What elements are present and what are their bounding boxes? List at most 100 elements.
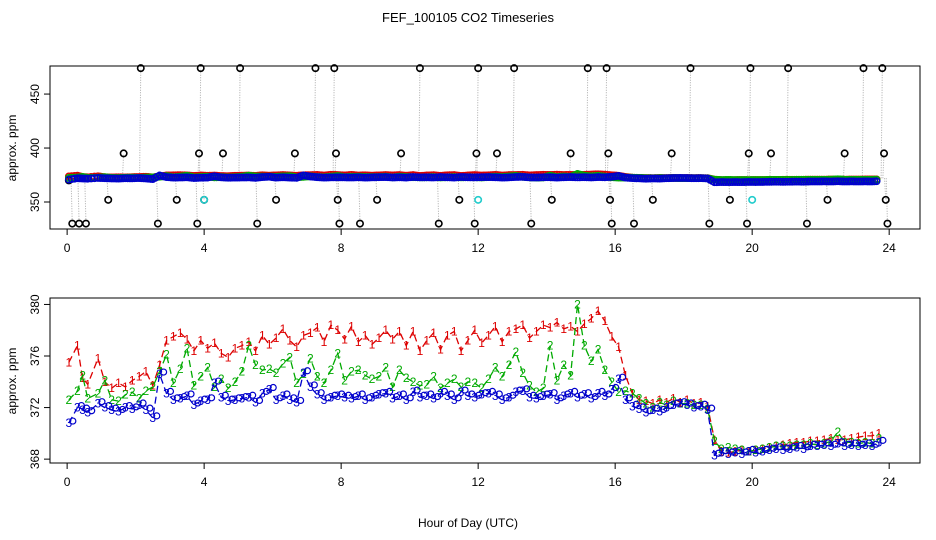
series-marker-2: 2 <box>122 388 129 402</box>
series-point-3 <box>591 392 599 401</box>
series-point-3 <box>420 391 428 399</box>
series-marker-3: 3 <box>307 380 314 394</box>
reference-point <box>767 149 776 158</box>
series-marker-2: 2 <box>643 397 650 411</box>
series-marker-2: 2 <box>79 368 86 382</box>
series-marker-1: 1 <box>362 328 369 342</box>
series-marker-2: 2 <box>718 442 725 456</box>
reference-connector <box>586 68 589 179</box>
series-marker-3: 3 <box>834 437 841 451</box>
series-point-3 <box>790 443 798 451</box>
bottom-ytick-label: 380 <box>28 294 42 314</box>
series-marker-3: 3 <box>101 401 108 415</box>
series-marker-2: 2 <box>636 392 643 406</box>
series-marker-3: 3 <box>115 404 122 418</box>
series-point-3 <box>249 391 257 399</box>
series-point-3 <box>550 389 558 397</box>
series-marker-3: 3 <box>286 393 293 407</box>
series-marker-3: 3 <box>314 388 321 402</box>
series-point-3 <box>262 387 270 395</box>
series-point-3 <box>776 443 784 451</box>
series-point-3 <box>242 392 250 401</box>
reference-point <box>335 219 344 228</box>
series-marker-2: 2 <box>396 363 403 377</box>
series-marker-3: 3 <box>451 393 458 407</box>
reference-point <box>629 219 638 228</box>
series-marker-3: 3 <box>800 442 807 456</box>
series-point-3 <box>612 383 620 392</box>
series-marker-3: 3 <box>506 390 513 404</box>
series-marker-2: 2 <box>711 434 718 448</box>
series-point-3 <box>379 389 387 397</box>
reference-connector <box>358 178 361 224</box>
series-point-3 <box>338 390 346 398</box>
reference-connector <box>842 153 846 179</box>
series-marker-3: 3 <box>396 389 403 403</box>
series-line-3 <box>68 370 880 457</box>
series-point-3 <box>481 389 490 397</box>
reference-point <box>355 219 364 228</box>
series-marker-3: 3 <box>355 389 362 403</box>
reference-connector <box>121 153 125 179</box>
reference-connector <box>437 178 440 224</box>
series-marker-1: 1 <box>238 339 245 353</box>
series-point-3 <box>447 390 455 398</box>
series-point-3 <box>571 387 579 395</box>
reference-connector <box>195 178 198 224</box>
series-point-3 <box>235 394 243 402</box>
series-marker-3: 3 <box>691 401 698 415</box>
series-marker-1: 1 <box>725 446 732 460</box>
series-point-3 <box>680 398 688 406</box>
series-marker-2: 2 <box>389 380 396 394</box>
series-marker-3: 3 <box>869 439 876 453</box>
series-marker-1: 1 <box>293 340 300 354</box>
series-marker-2: 2 <box>259 363 266 377</box>
series-marker-3: 3 <box>389 392 396 406</box>
series-marker-2: 2 <box>156 364 163 378</box>
series-marker-3: 3 <box>417 390 424 404</box>
series-point-3 <box>351 392 360 401</box>
series-marker-2: 2 <box>286 350 293 364</box>
series-marker-1: 1 <box>273 331 280 345</box>
series-marker-1: 1 <box>636 393 643 407</box>
series-marker-2: 2 <box>458 380 465 394</box>
series-point-3 <box>112 404 120 412</box>
series-marker-2: 2 <box>471 376 478 390</box>
series-marker-2: 2 <box>95 386 102 400</box>
reference-connector <box>769 153 772 179</box>
series-marker-1: 1 <box>697 395 704 409</box>
series-marker-1: 1 <box>560 322 567 336</box>
series-point-3 <box>509 391 517 399</box>
series-marker-1: 1 <box>156 358 163 372</box>
series-marker-3: 3 <box>65 416 72 430</box>
series-marker-2: 2 <box>362 368 369 382</box>
series-marker-3: 3 <box>122 401 129 415</box>
reference-point <box>311 64 320 73</box>
reference-point <box>104 195 113 204</box>
series-marker-2: 2 <box>293 376 300 390</box>
series-marker-1: 1 <box>218 346 225 360</box>
reference-connector <box>529 178 532 224</box>
reference-point <box>583 64 592 73</box>
series-marker-2: 2 <box>108 393 115 407</box>
top-xtick-label: 16 <box>608 241 622 255</box>
series-marker-3: 3 <box>430 392 437 406</box>
series-marker-3: 3 <box>848 438 855 452</box>
reference-connector <box>418 68 421 179</box>
series-marker-2: 2 <box>656 395 663 409</box>
series-point-3 <box>413 386 421 394</box>
series-marker-2: 2 <box>540 381 547 395</box>
series-marker-3: 3 <box>766 443 773 457</box>
series-marker-3: 3 <box>752 446 759 460</box>
series-point-3 <box>858 440 866 448</box>
bottom-ytick-label: 368 <box>28 449 42 469</box>
series-marker-2: 2 <box>225 381 232 395</box>
reference-connector <box>495 153 498 179</box>
series-marker-3: 3 <box>759 444 766 458</box>
series-marker-1: 1 <box>232 341 239 355</box>
series-point-3 <box>454 394 462 402</box>
series-marker-1: 1 <box>252 344 259 358</box>
reference-point <box>725 195 734 204</box>
series-marker-3: 3 <box>718 446 725 460</box>
